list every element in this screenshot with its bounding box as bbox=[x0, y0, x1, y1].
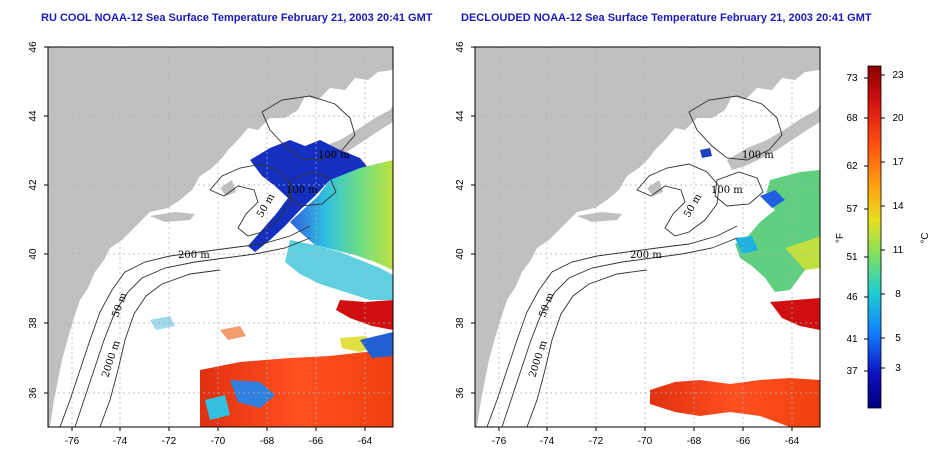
y-tick-label: 44 bbox=[455, 110, 466, 122]
left-map-frame bbox=[47, 46, 394, 428]
sst-data bbox=[650, 148, 820, 427]
y-tick-label: 38 bbox=[28, 317, 39, 329]
long-island bbox=[577, 212, 622, 222]
fahrenheit-tick: 46 bbox=[846, 292, 858, 303]
cape-cod bbox=[220, 180, 236, 196]
fahrenheit-tick: 68 bbox=[846, 113, 858, 124]
bathymetry-contours bbox=[486, 95, 783, 427]
right-panel-title: DECLOUDED NOAA-12 Sea Surface Temperatur… bbox=[461, 12, 872, 24]
bathymetry-contours bbox=[59, 95, 356, 427]
celsius-tick: 20 bbox=[892, 113, 904, 124]
contour-label: 100 m bbox=[742, 150, 774, 161]
y-tick-label: 42 bbox=[28, 179, 39, 191]
x-tick-label: -76 bbox=[65, 436, 80, 447]
left-x-axis: -76 -74 -72 -70 -68 -66 -64 bbox=[65, 427, 373, 447]
y-tick-label: 40 bbox=[455, 248, 466, 260]
y-tick-label: 42 bbox=[455, 179, 466, 191]
y-tick-label: 46 bbox=[28, 41, 39, 53]
celsius-tick: 23 bbox=[892, 70, 904, 81]
left-panel-title: RU COOL NOAA-12 Sea Surface Temperature … bbox=[41, 12, 433, 24]
land-mass bbox=[475, 47, 820, 427]
celsius-tick: 11 bbox=[893, 245, 904, 256]
y-tick-label: 46 bbox=[455, 41, 466, 53]
land-mass bbox=[48, 47, 393, 427]
celsius-tick: 17 bbox=[892, 157, 904, 168]
celsius-tick: 3 bbox=[895, 363, 901, 374]
right-y-axis: 36 38 40 42 44 46 bbox=[455, 41, 475, 399]
y-tick-label: 44 bbox=[28, 110, 39, 122]
x-tick-label: -66 bbox=[309, 436, 324, 447]
contour-label: 200 m bbox=[178, 250, 210, 261]
x-tick-label: -72 bbox=[589, 436, 604, 447]
colorbar-scale bbox=[867, 65, 882, 409]
x-tick-label: -64 bbox=[358, 436, 373, 447]
long-island bbox=[150, 212, 195, 222]
x-tick-label: -72 bbox=[162, 436, 177, 447]
left-map: 100 m 100 m 50 m 200 m 50 m 2000 m bbox=[48, 47, 393, 427]
contour-label: 100 m bbox=[318, 150, 350, 161]
fahrenheit-tick: 41 bbox=[846, 334, 858, 345]
fahrenheit-tick: 57 bbox=[846, 204, 858, 215]
fahrenheit-tick: 51 bbox=[846, 252, 858, 263]
y-tick-label: 38 bbox=[455, 317, 466, 329]
y-tick-label: 36 bbox=[455, 387, 466, 399]
x-tick-label: -74 bbox=[540, 436, 555, 447]
x-tick-label: -70 bbox=[638, 436, 653, 447]
celsius-tick: 14 bbox=[892, 201, 904, 212]
fahrenheit-tick: 37 bbox=[846, 366, 858, 377]
graticule bbox=[475, 47, 820, 427]
left-y-axis: 36 38 40 42 44 46 bbox=[28, 41, 48, 399]
cape-cod bbox=[647, 180, 663, 196]
fahrenheit-label: °F bbox=[835, 233, 846, 243]
fahrenheit-tick: 73 bbox=[846, 73, 858, 84]
y-tick-label: 36 bbox=[28, 387, 39, 399]
x-tick-label: -68 bbox=[260, 436, 275, 447]
graticule bbox=[48, 47, 393, 427]
celsius-label: °C bbox=[920, 232, 931, 243]
right-x-axis: -76 -74 -72 -70 -68 -66 -64 bbox=[492, 427, 800, 447]
contour-label: 100 m bbox=[711, 185, 743, 196]
x-tick-label: -66 bbox=[736, 436, 751, 447]
nova-scotia bbox=[727, 105, 820, 170]
colorbar: 73 68 62 57 51 46 41 37 23 20 17 14 11 8… bbox=[835, 65, 931, 409]
x-tick-label: -68 bbox=[687, 436, 702, 447]
contour-label: 100 m bbox=[286, 185, 318, 196]
x-tick-label: -76 bbox=[492, 436, 507, 447]
right-map-frame bbox=[474, 46, 821, 428]
x-tick-label: -64 bbox=[785, 436, 800, 447]
right-map: 100 m 100 m 50 m 200 m 50 m 2000 m bbox=[475, 47, 820, 427]
x-tick-label: -70 bbox=[211, 436, 226, 447]
x-tick-label: -74 bbox=[113, 436, 128, 447]
contour-label: 200 m bbox=[630, 250, 662, 261]
y-tick-label: 40 bbox=[28, 248, 39, 260]
celsius-tick: 8 bbox=[895, 289, 901, 300]
celsius-tick: 5 bbox=[895, 333, 901, 344]
fahrenheit-tick: 62 bbox=[846, 161, 858, 172]
